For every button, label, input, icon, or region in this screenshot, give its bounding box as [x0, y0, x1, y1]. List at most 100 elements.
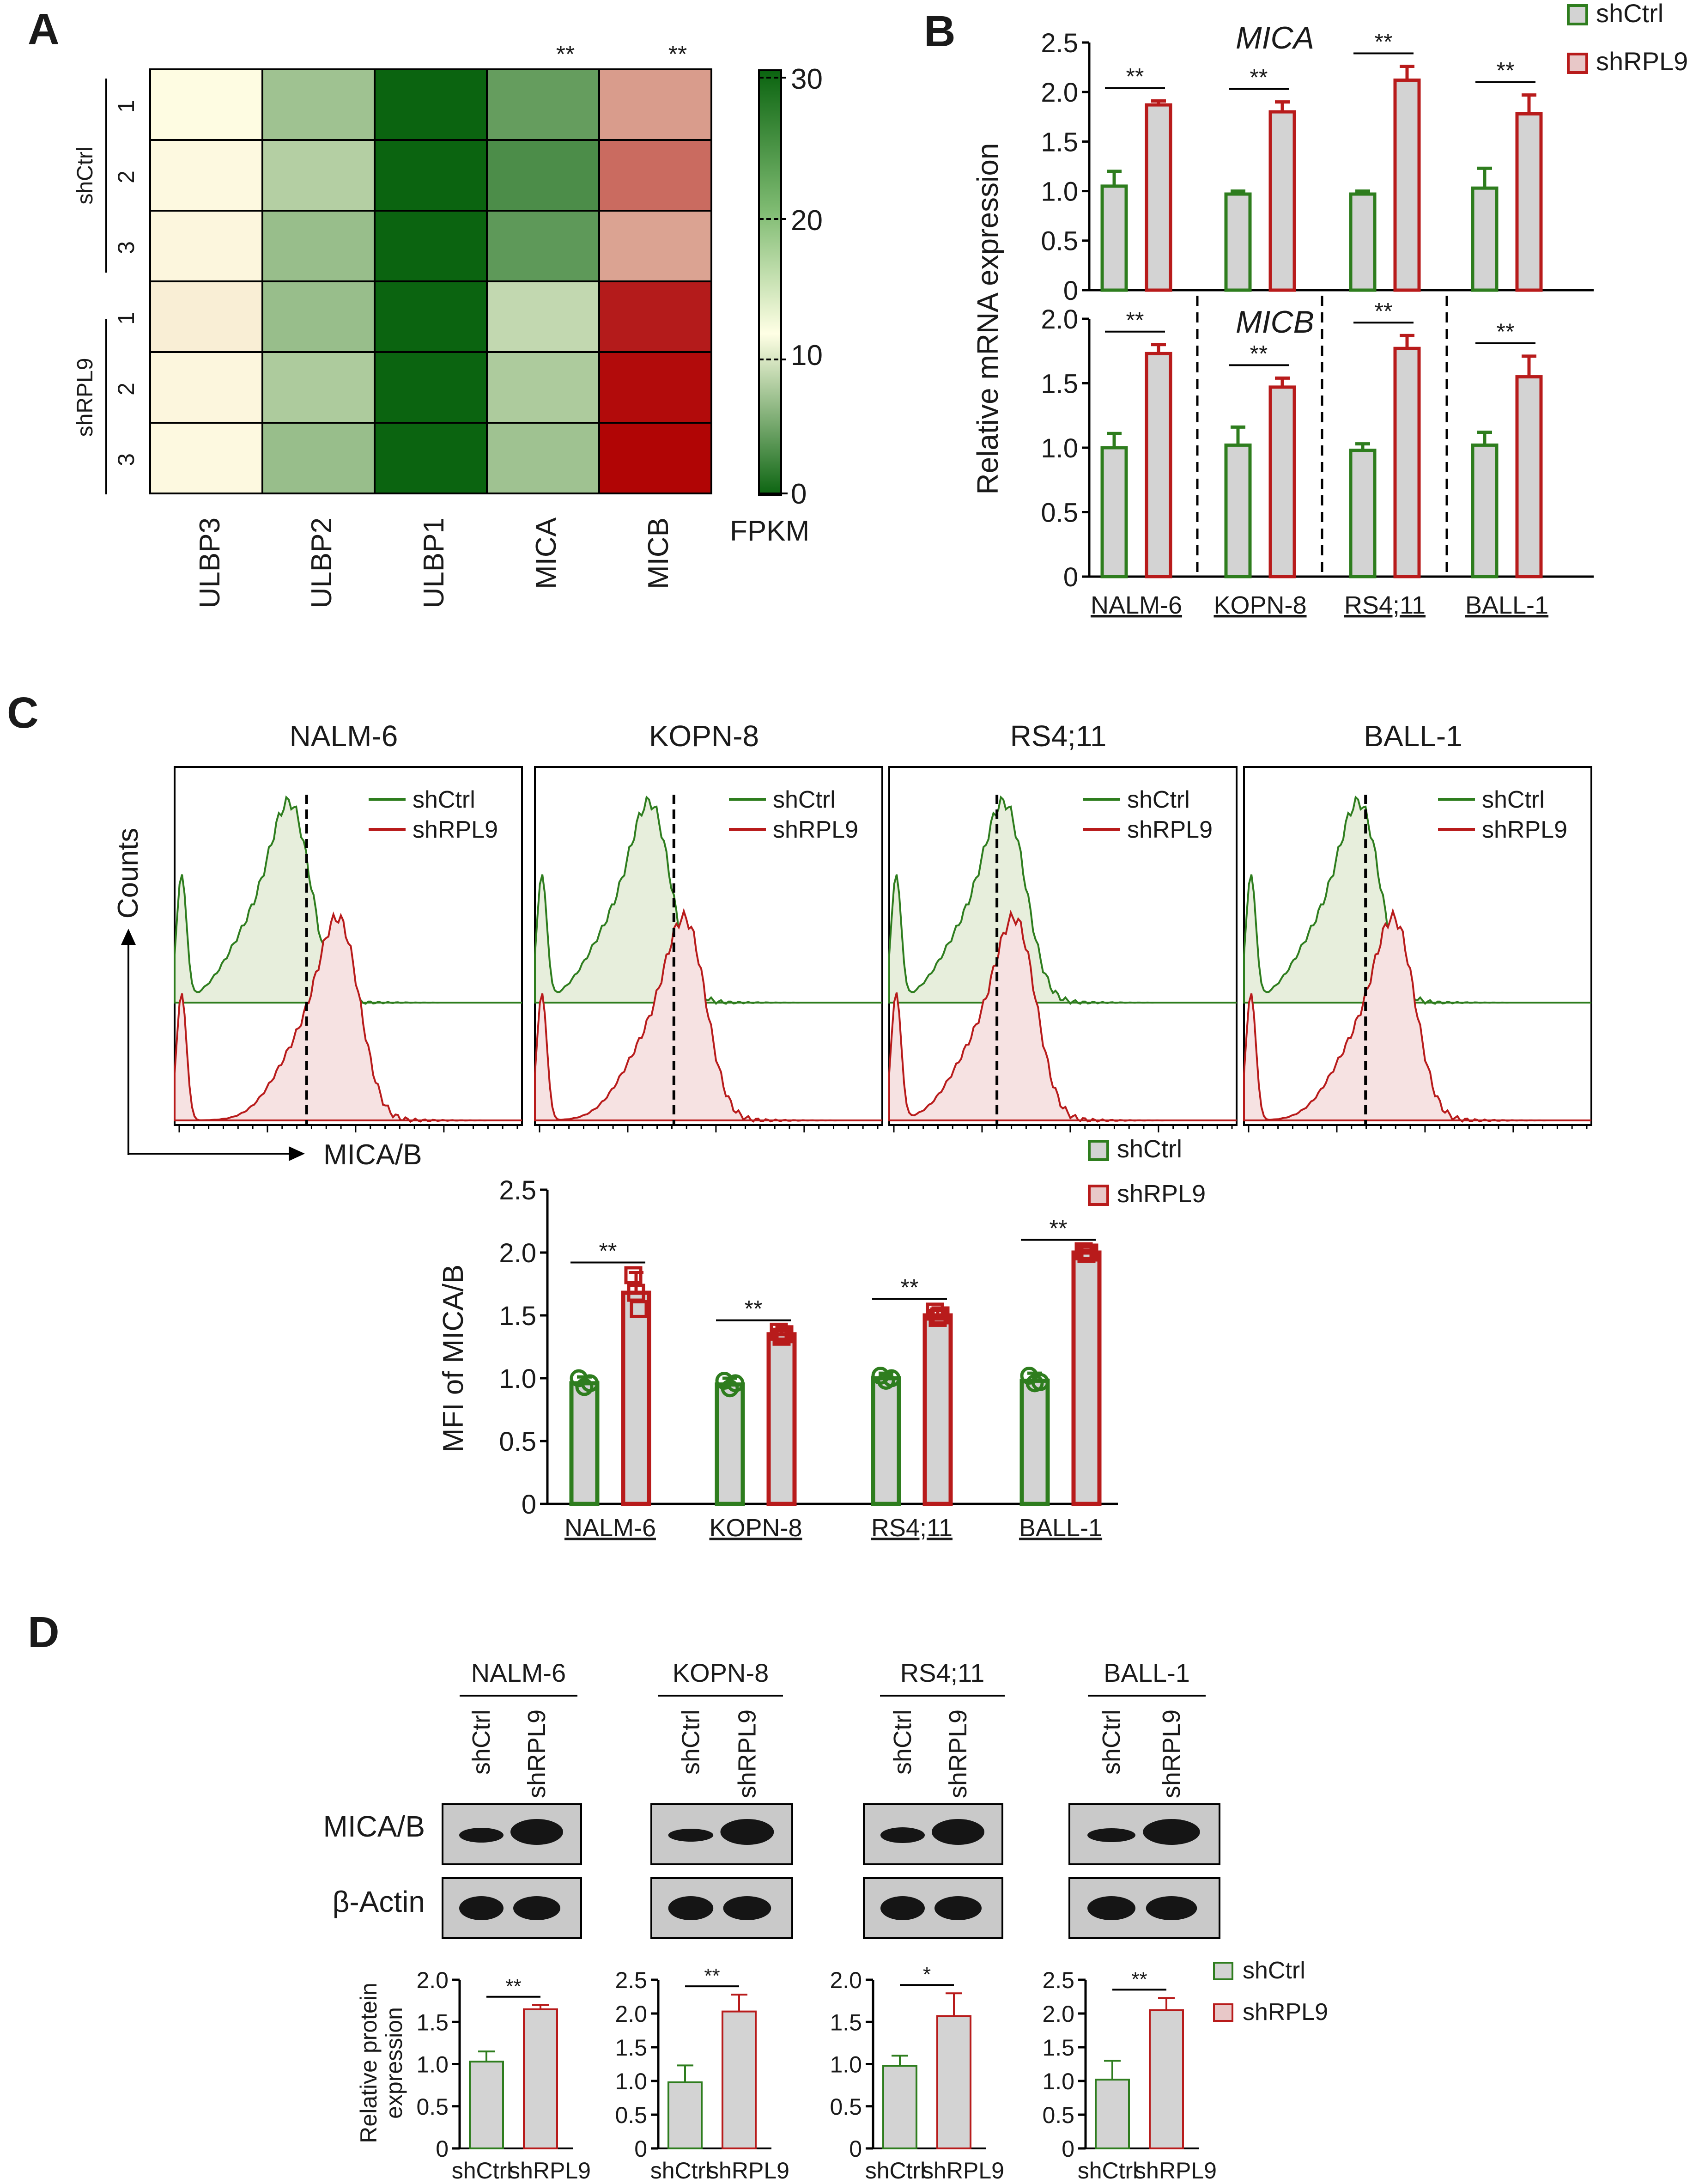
bar	[667, 2081, 703, 2149]
heatmap-cell	[486, 139, 600, 212]
significance-label: **	[704, 1965, 720, 1987]
bar	[1095, 2079, 1130, 2150]
significance-label: **	[1250, 65, 1268, 91]
panel-label-d: D	[28, 1608, 60, 1657]
panel-d-x-label-shrpl9: shRPL9	[509, 2158, 591, 2184]
panel-b-category-nalm6: NALM-6	[1091, 591, 1182, 619]
legend-d-swatch-shctrl	[1213, 1962, 1233, 1980]
heatmap-cell	[374, 351, 488, 424]
column-label-ulbp1: ULBP1	[418, 517, 450, 608]
heatmap-cell	[149, 422, 263, 494]
shrpl9-point	[630, 1300, 648, 1318]
panel-d-ylabel-line2: expression	[381, 2007, 407, 2119]
shrpl9-point	[772, 1327, 791, 1346]
mica-b-band-shrpl9	[932, 1819, 984, 1845]
legend-d-label-shctrl: shCtrl	[1243, 1957, 1305, 1984]
panel-d-ytick-label: 1.0	[615, 2068, 647, 2094]
panel-d-ytick-label: 2.5	[615, 1967, 647, 1993]
significance-label: **	[1497, 58, 1515, 84]
panel-label-a: A	[28, 5, 60, 54]
panel-d-ytick-label: 1.5	[830, 2009, 862, 2035]
shrpl9-point	[931, 1306, 950, 1325]
heatmap-cell	[149, 68, 263, 141]
significance-label: **	[1375, 29, 1393, 55]
column-label-ulbp3: ULBP3	[194, 517, 226, 608]
mrna-bar-panel: Relative mRNA expression 0 0.5 1.0 1.5 2.0 2.…	[971, 0, 1688, 619]
panel-d-x-label-shrpl9: shRPL9	[707, 2158, 789, 2184]
mica-b-band-shctrl	[880, 1827, 925, 1843]
panel-d-ytick-label: 1.5	[615, 2035, 647, 2061]
actin-band-shctrl	[880, 1896, 925, 1920]
flow-legend-label-shrpl9: shRPL9	[773, 816, 858, 843]
flow-title: RS4;11	[1010, 719, 1107, 753]
bar	[1145, 352, 1172, 578]
panel-d-ytick-label: 0.5	[1042, 2102, 1074, 2128]
lane-label-shctrl: shCtrl	[889, 1709, 916, 1775]
blot-cell-line-label: NALM-6	[471, 1658, 566, 1687]
shrpl9-point	[1080, 1243, 1098, 1262]
bar	[922, 1313, 953, 1506]
bar	[1393, 78, 1421, 292]
panel-b-micb-ytick-label: 1.5	[1041, 369, 1078, 399]
heatmap-cell	[149, 351, 263, 424]
panel-d-x-label-shrpl9: shRPL9	[1135, 2158, 1217, 2184]
significance-label: **	[1250, 341, 1268, 366]
actin-band-shctrl	[668, 1896, 714, 1920]
actin-band-shrpl9	[1146, 1896, 1197, 1920]
bar	[1019, 1378, 1050, 1506]
bar	[621, 1290, 651, 1506]
panel-c-ytick-label: 2.5	[499, 1175, 536, 1205]
bar	[1224, 443, 1252, 578]
bar	[1471, 443, 1499, 578]
bar	[469, 2061, 504, 2149]
bar	[1071, 1250, 1102, 1506]
colorbar-label-0: 0	[791, 478, 807, 510]
mica-b-band-shrpl9	[510, 1819, 563, 1845]
panel-d-ytick-label: 1.0	[830, 2052, 862, 2078]
significance-label: **	[599, 1238, 617, 1264]
column-label-micb: MICB	[643, 517, 674, 589]
panel-d-ytick-label: 0.5	[830, 2094, 862, 2120]
actin-band-shrpl9	[513, 1896, 560, 1920]
heatmap-cell	[374, 280, 488, 353]
panel-b-title-micb: MICB	[1236, 304, 1314, 340]
lane-label-shctrl: shCtrl	[1098, 1709, 1125, 1775]
legend-c-swatch-shctrl	[1088, 1140, 1109, 1161]
flow-title: KOPN-8	[649, 719, 759, 753]
actin-band-shrpl9	[934, 1896, 982, 1920]
bar	[1393, 347, 1421, 578]
blot-cell-line-label: KOPN-8	[673, 1658, 769, 1687]
shctrl-histogram	[1243, 795, 1591, 1005]
legend-label-shrpl9: shRPL9	[1596, 47, 1688, 76]
panel-d-ytick-label: 2.0	[830, 1967, 862, 1993]
bar	[715, 1382, 745, 1506]
significance-label: **	[901, 1274, 919, 1300]
heatmap-cell	[261, 351, 376, 424]
bar	[1100, 446, 1128, 578]
panel-d-ytick-label: 0	[634, 2136, 647, 2162]
shrpl9-histogram	[888, 909, 1237, 1123]
shrpl9-histogram	[534, 907, 882, 1123]
panel-c-category-label: RS4;11	[871, 1514, 953, 1542]
panel-b-category-rs411: RS4;11	[1344, 591, 1426, 619]
actin-band-shctrl	[1087, 1896, 1135, 1920]
lane-label-shctrl: shCtrl	[677, 1709, 704, 1775]
panel-c-ytick-label: 1.0	[499, 1364, 536, 1394]
heatmap-cell	[486, 422, 600, 494]
mica-b-label: MICA/B	[323, 1139, 422, 1171]
panel-label-b: B	[924, 7, 956, 56]
legend-c-label-shrpl9: shRPL9	[1117, 1180, 1206, 1208]
mica-b-band-shrpl9	[720, 1819, 774, 1845]
legend-swatch-shrpl9	[1567, 53, 1588, 74]
panel-d-ytick-label: 1.0	[416, 2052, 449, 2078]
lane-label-shrpl9: shRPL9	[944, 1709, 972, 1798]
significance-label: **	[1375, 298, 1393, 324]
significance-label: **	[1050, 1216, 1068, 1241]
panel-d-ytick-label: 1.5	[1042, 2035, 1074, 2061]
shrpl9-point	[624, 1266, 643, 1284]
shctrl-histogram	[888, 795, 1237, 1005]
bar	[1149, 2009, 1184, 2150]
column-sig-mica: **	[556, 41, 575, 68]
row-label-shctrl-1: 1	[113, 100, 139, 113]
